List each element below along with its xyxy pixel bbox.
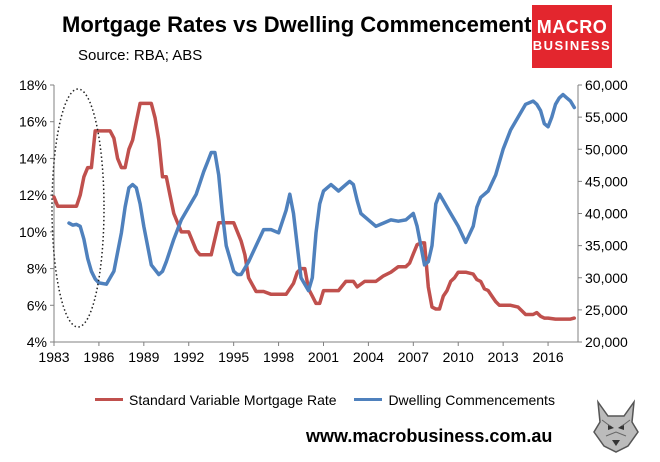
left-tick-label: 4% [27,334,47,350]
left-tick-label: 12% [19,187,47,203]
legend-swatch-mortgage [95,398,123,401]
x-tick-label: 2007 [398,349,429,365]
legend-swatch-dwelling [354,398,383,401]
left-tick-label: 6% [27,297,47,313]
right-tick-label: 20,000 [585,334,628,350]
left-tick-label: 10% [19,224,47,240]
x-tick-label: 2016 [532,349,563,365]
x-tick-label: 1986 [83,349,114,365]
x-tick-label: 1995 [218,349,249,365]
chart-source: Source: RBA; ABS [78,47,203,64]
legend-label-mortgage: Standard Variable Mortgage Rate [129,391,337,408]
right-tick-label: 45,000 [585,173,628,189]
legend-item-dwelling: Dwelling Commencements [354,392,555,408]
x-tick-label: 1983 [38,349,69,365]
left-tick-label: 18% [19,77,47,93]
x-tick-label: 2001 [308,349,339,365]
right-tick-label: 55,000 [585,109,628,125]
left-tick-label: 16% [19,114,47,130]
x-tick-label: 2013 [488,349,519,365]
x-tick-label: 2010 [443,349,474,365]
logo-line2: BUSINESS [532,38,612,53]
wolf-logo-icon [593,399,639,453]
macrobusiness-logo: MACRO BUSINESS [532,5,612,68]
x-tick-label: 1989 [128,349,159,365]
right-tick-label: 35,000 [585,238,628,254]
right-tick-label: 60,000 [585,77,628,93]
footer-url: www.macrobusiness.com.au [306,426,553,446]
legend-label-dwelling: Dwelling Commencements [388,391,555,408]
right-tick-label: 50,000 [585,141,628,157]
left-tick-label: 14% [19,150,47,166]
x-tick-label: 2004 [353,349,384,365]
right-tick-label: 40,000 [585,206,628,222]
mortgage-rate-line [52,101,577,321]
x-tick-label: 1998 [263,349,294,365]
chart-title: Mortgage Rates vs Dwelling Commencements [62,12,544,37]
highlight-ellipse [51,88,105,328]
chart-legend: Standard Variable Mortgage Rate Dwelling… [95,388,569,408]
logo-line1: MACRO [536,17,608,37]
right-tick-label: 25,000 [585,302,628,318]
x-tick-label: 1992 [173,349,204,365]
left-tick-label: 8% [27,261,47,277]
right-tick-label: 30,000 [585,270,628,286]
legend-item-mortgage: Standard Variable Mortgage Rate [95,392,337,408]
dwelling-commencements-line [67,92,577,293]
